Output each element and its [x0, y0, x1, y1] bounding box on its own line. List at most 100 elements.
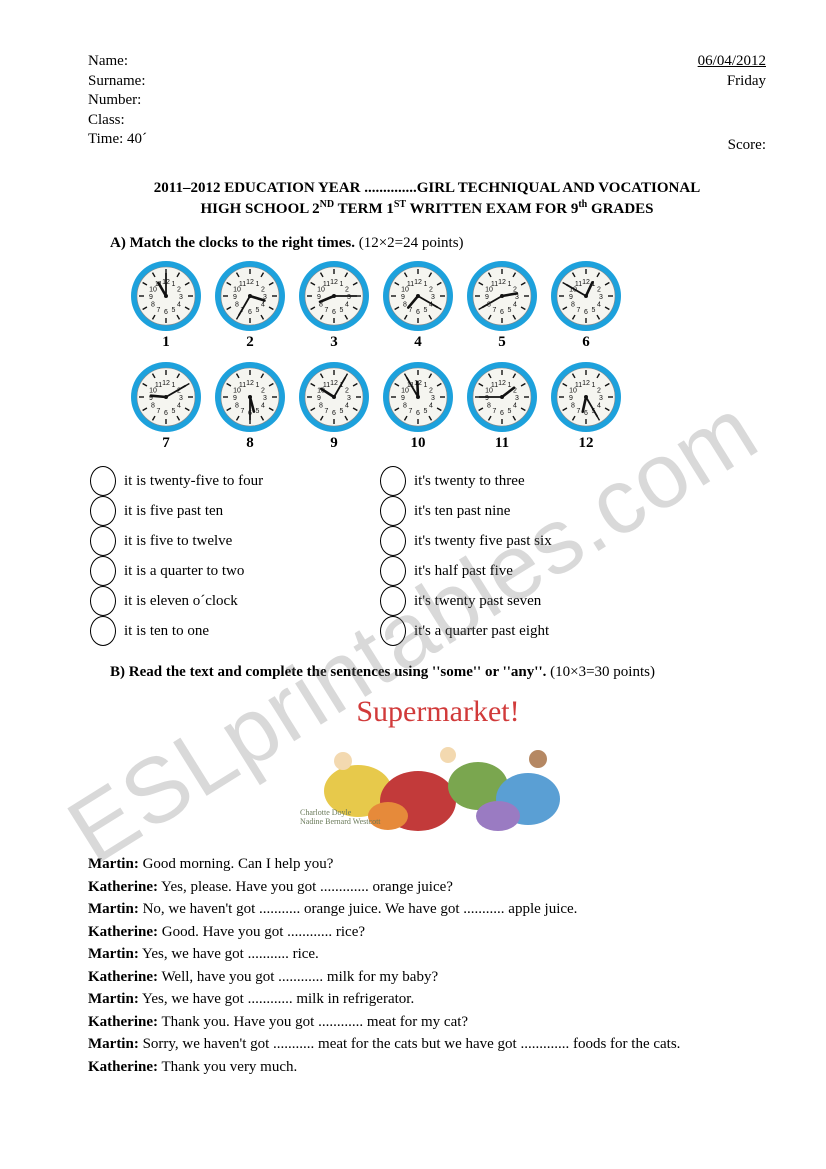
clock-number: 5 — [498, 334, 506, 351]
surname-label: Surname: — [88, 72, 147, 92]
svg-text:8: 8 — [151, 302, 155, 309]
clock-number: 12 — [579, 435, 594, 452]
speaker: Katherine: — [88, 879, 158, 895]
speaker: Martin: — [88, 901, 139, 917]
time-row: Time: 40´ — [88, 130, 147, 150]
match-item: it is five to twelve — [90, 526, 380, 556]
svg-text:3: 3 — [515, 294, 519, 301]
match-item: it is twenty-five to four — [90, 466, 380, 496]
illustrator: Nadine Bernard Westcott — [300, 817, 381, 827]
match-item: it is a quarter to two — [90, 556, 380, 586]
clock-6: 121234567891011 6 — [550, 260, 622, 351]
clock-number: 3 — [330, 334, 338, 351]
dialogue-line: Martin: Yes, we have got ........... ric… — [88, 943, 766, 966]
speaker: Martin: — [88, 856, 139, 872]
svg-text:8: 8 — [235, 403, 239, 410]
svg-text:11: 11 — [239, 281, 246, 288]
answer-oval[interactable] — [380, 526, 406, 556]
match-text: it is twenty-five to four — [124, 473, 263, 490]
svg-text:12: 12 — [162, 380, 170, 387]
svg-text:3: 3 — [179, 294, 183, 301]
svg-text:4: 4 — [597, 302, 601, 309]
svg-text:8: 8 — [571, 403, 575, 410]
svg-text:7: 7 — [493, 307, 497, 314]
section-a-heading: A) Match the clocks to the right times. … — [110, 235, 766, 252]
svg-text:9: 9 — [485, 395, 489, 402]
svg-text:2: 2 — [261, 388, 265, 395]
match-text: it is five past ten — [124, 503, 223, 520]
dialogue-line: Katherine: Thank you. Have you got .....… — [88, 1011, 766, 1034]
answer-oval[interactable] — [90, 556, 116, 586]
supermarket-title: Supermarket! — [288, 691, 588, 729]
speaker: Martin: — [88, 991, 139, 1007]
svg-text:6: 6 — [248, 309, 252, 316]
answer-oval[interactable] — [380, 556, 406, 586]
svg-text:4: 4 — [597, 403, 601, 410]
title-line1: 2011–2012 EDUCATION YEAR ..............G… — [88, 178, 766, 198]
header-right: 06/04/2012 Friday Score: — [698, 52, 766, 156]
section-b: B) Read the text and complete the senten… — [110, 664, 766, 1078]
match-item: it's twenty five past six — [380, 526, 552, 556]
svg-text:12: 12 — [414, 279, 422, 286]
answer-oval[interactable] — [380, 586, 406, 616]
header: Name: Surname: Number: Class: Time: 40´ … — [88, 52, 766, 156]
svg-text:3: 3 — [347, 294, 351, 301]
svg-text:2: 2 — [597, 287, 601, 294]
clock-number: 4 — [414, 334, 422, 351]
clock-number: 11 — [495, 435, 509, 452]
match-text: it's twenty past seven — [414, 593, 541, 610]
answer-oval[interactable] — [380, 466, 406, 496]
svg-text:5: 5 — [340, 307, 344, 314]
dialogue-line: Martin: Yes, we have got ............ mi… — [88, 988, 766, 1011]
svg-text:9: 9 — [401, 294, 405, 301]
answer-oval[interactable] — [90, 526, 116, 556]
clock-number: 7 — [162, 435, 170, 452]
clock-number: 6 — [582, 334, 590, 351]
match-text: it's half past five — [414, 563, 513, 580]
clock-10: 121234567891011 10 — [382, 361, 454, 452]
svg-text:6: 6 — [500, 309, 504, 316]
svg-text:1: 1 — [592, 382, 596, 389]
svg-text:3: 3 — [599, 395, 603, 402]
svg-text:3: 3 — [599, 294, 603, 301]
svg-text:9: 9 — [401, 395, 405, 402]
svg-text:11: 11 — [407, 281, 414, 288]
clock-number: 1 — [162, 334, 170, 351]
svg-text:7: 7 — [409, 408, 413, 415]
svg-text:9: 9 — [569, 294, 573, 301]
speech: Well, have you got ............ milk for… — [158, 969, 438, 985]
answer-oval[interactable] — [90, 496, 116, 526]
svg-text:2: 2 — [597, 388, 601, 395]
time-value: 40´ — [127, 131, 147, 147]
svg-text:11: 11 — [575, 382, 582, 389]
svg-text:3: 3 — [431, 294, 435, 301]
match-text: it is ten to one — [124, 623, 209, 640]
svg-text:4: 4 — [429, 403, 433, 410]
name-label: Name: — [88, 52, 147, 72]
clock-9: 121234567891011 9 — [298, 361, 370, 452]
answer-oval[interactable] — [90, 466, 116, 496]
svg-text:1: 1 — [256, 382, 260, 389]
exam-day: Friday — [698, 72, 766, 92]
clock-4: 121234567891011 4 — [382, 260, 454, 351]
svg-text:9: 9 — [149, 294, 153, 301]
match-col-left: it is twenty-five to four it is five past… — [90, 466, 380, 646]
answer-oval[interactable] — [380, 496, 406, 526]
svg-text:1: 1 — [172, 281, 176, 288]
svg-text:5: 5 — [172, 408, 176, 415]
answer-oval[interactable] — [380, 616, 406, 646]
match-columns: it is twenty-five to four it is five past… — [90, 466, 766, 646]
svg-text:9: 9 — [317, 294, 321, 301]
header-left: Name: Surname: Number: Class: Time: 40´ — [88, 52, 147, 156]
svg-text:2: 2 — [261, 287, 265, 294]
answer-oval[interactable] — [90, 616, 116, 646]
answer-oval[interactable] — [90, 586, 116, 616]
match-item: it's half past five — [380, 556, 552, 586]
clock-2: 121234567891011 2 — [214, 260, 286, 351]
match-item: it is five past ten — [90, 496, 380, 526]
svg-text:8: 8 — [319, 403, 323, 410]
svg-text:4: 4 — [261, 403, 265, 410]
svg-text:6: 6 — [332, 309, 336, 316]
svg-text:12: 12 — [330, 380, 338, 387]
svg-text:8: 8 — [403, 403, 407, 410]
